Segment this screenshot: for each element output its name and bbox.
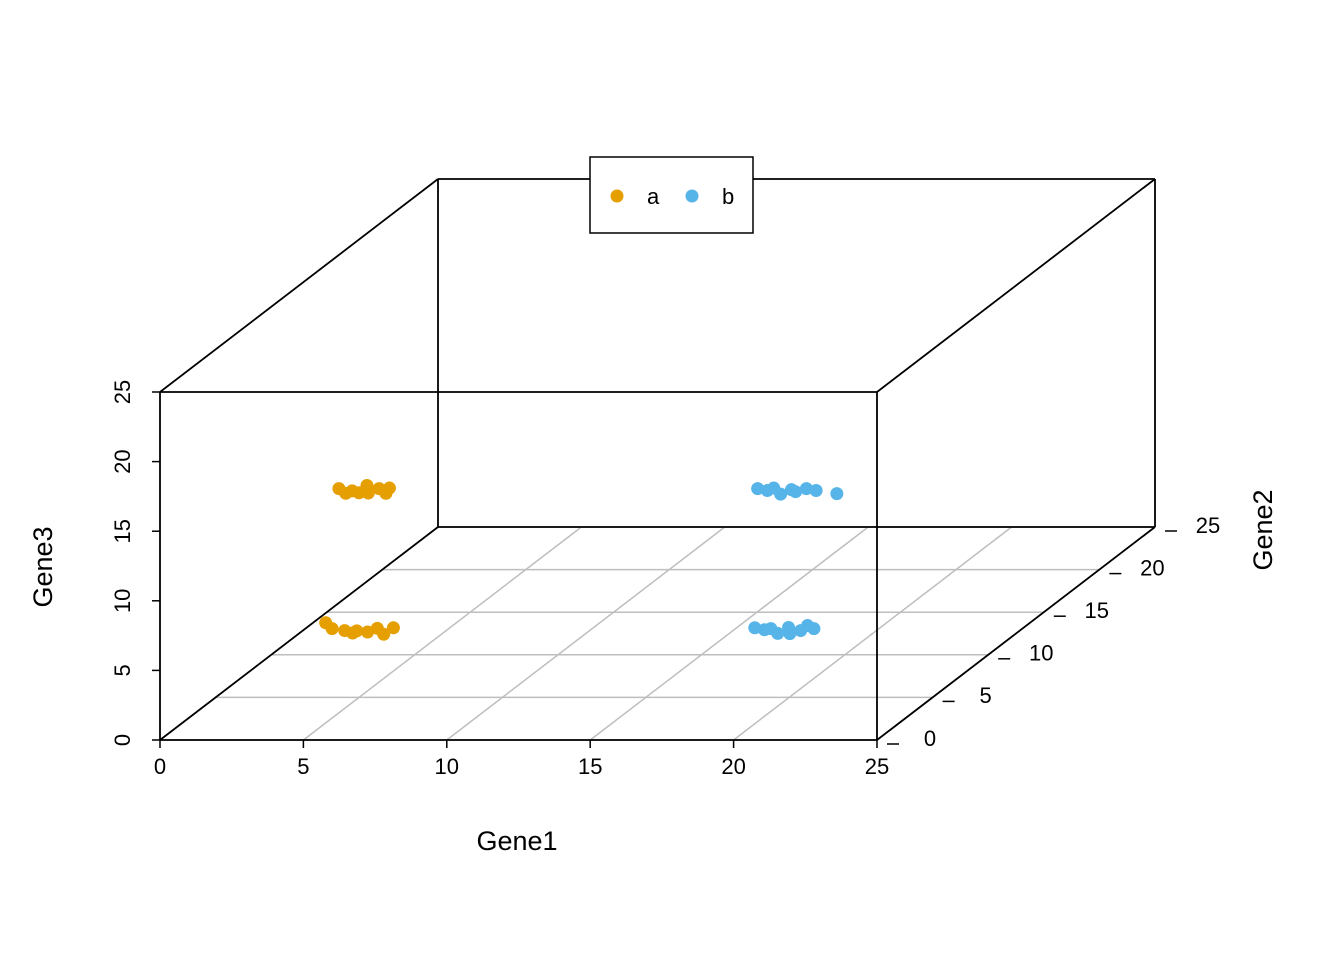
z-tick-label: 0 xyxy=(110,734,135,746)
z-tick-label: 15 xyxy=(110,519,135,543)
point xyxy=(386,621,400,635)
ticks: 0 5 10 15 20 25 0 5 10 15 20 25 0 5 10 15 20 25 xyxy=(110,380,1220,779)
legend-label: a xyxy=(647,184,660,209)
z-tick-label: 20 xyxy=(110,449,135,473)
point xyxy=(789,485,803,499)
box-edge xyxy=(876,178,1156,393)
grid-line xyxy=(302,526,582,741)
point xyxy=(830,487,844,501)
z-tick-label: 5 xyxy=(110,664,135,676)
points xyxy=(319,479,844,641)
point xyxy=(771,626,785,640)
y-axis-title: Gene2 xyxy=(1248,489,1278,570)
point xyxy=(783,627,797,641)
x-tick-label: 10 xyxy=(435,754,459,779)
point xyxy=(325,622,339,636)
x-tick-label: 20 xyxy=(721,754,745,779)
point xyxy=(382,481,396,495)
point xyxy=(751,482,765,496)
x-tick-label: 15 xyxy=(578,754,602,779)
grid-line xyxy=(589,526,869,741)
legend-marker xyxy=(610,189,624,203)
y-tick-label: 25 xyxy=(1196,513,1220,538)
z-tick-label: 25 xyxy=(110,380,135,404)
x-axis-title: Gene1 xyxy=(476,826,557,856)
grid-line xyxy=(446,526,726,741)
y-tick-label: 20 xyxy=(1140,555,1164,580)
box xyxy=(159,178,1156,741)
point xyxy=(807,622,821,636)
z-tick-label: 10 xyxy=(110,589,135,613)
x-tick-label: 0 xyxy=(154,754,166,779)
legend-label: b xyxy=(722,184,734,209)
box-edge xyxy=(159,178,439,393)
point xyxy=(774,487,788,501)
z-axis-title: Gene3 xyxy=(28,526,58,607)
y-tick-label: 0 xyxy=(924,726,936,751)
grid-line xyxy=(733,526,1013,741)
box-edge xyxy=(159,526,439,741)
legend-marker xyxy=(685,189,699,203)
point xyxy=(748,621,762,635)
y-tick-label: 5 xyxy=(979,683,991,708)
x-tick-label: 25 xyxy=(865,754,889,779)
box-edge xyxy=(876,526,1156,741)
point xyxy=(350,624,364,638)
point xyxy=(799,482,813,496)
y-tick-label: 15 xyxy=(1085,598,1109,623)
point xyxy=(377,627,391,641)
y-tick-label: 10 xyxy=(1029,641,1053,666)
point xyxy=(809,484,823,498)
x-tick-label: 5 xyxy=(297,754,309,779)
point xyxy=(361,486,375,500)
